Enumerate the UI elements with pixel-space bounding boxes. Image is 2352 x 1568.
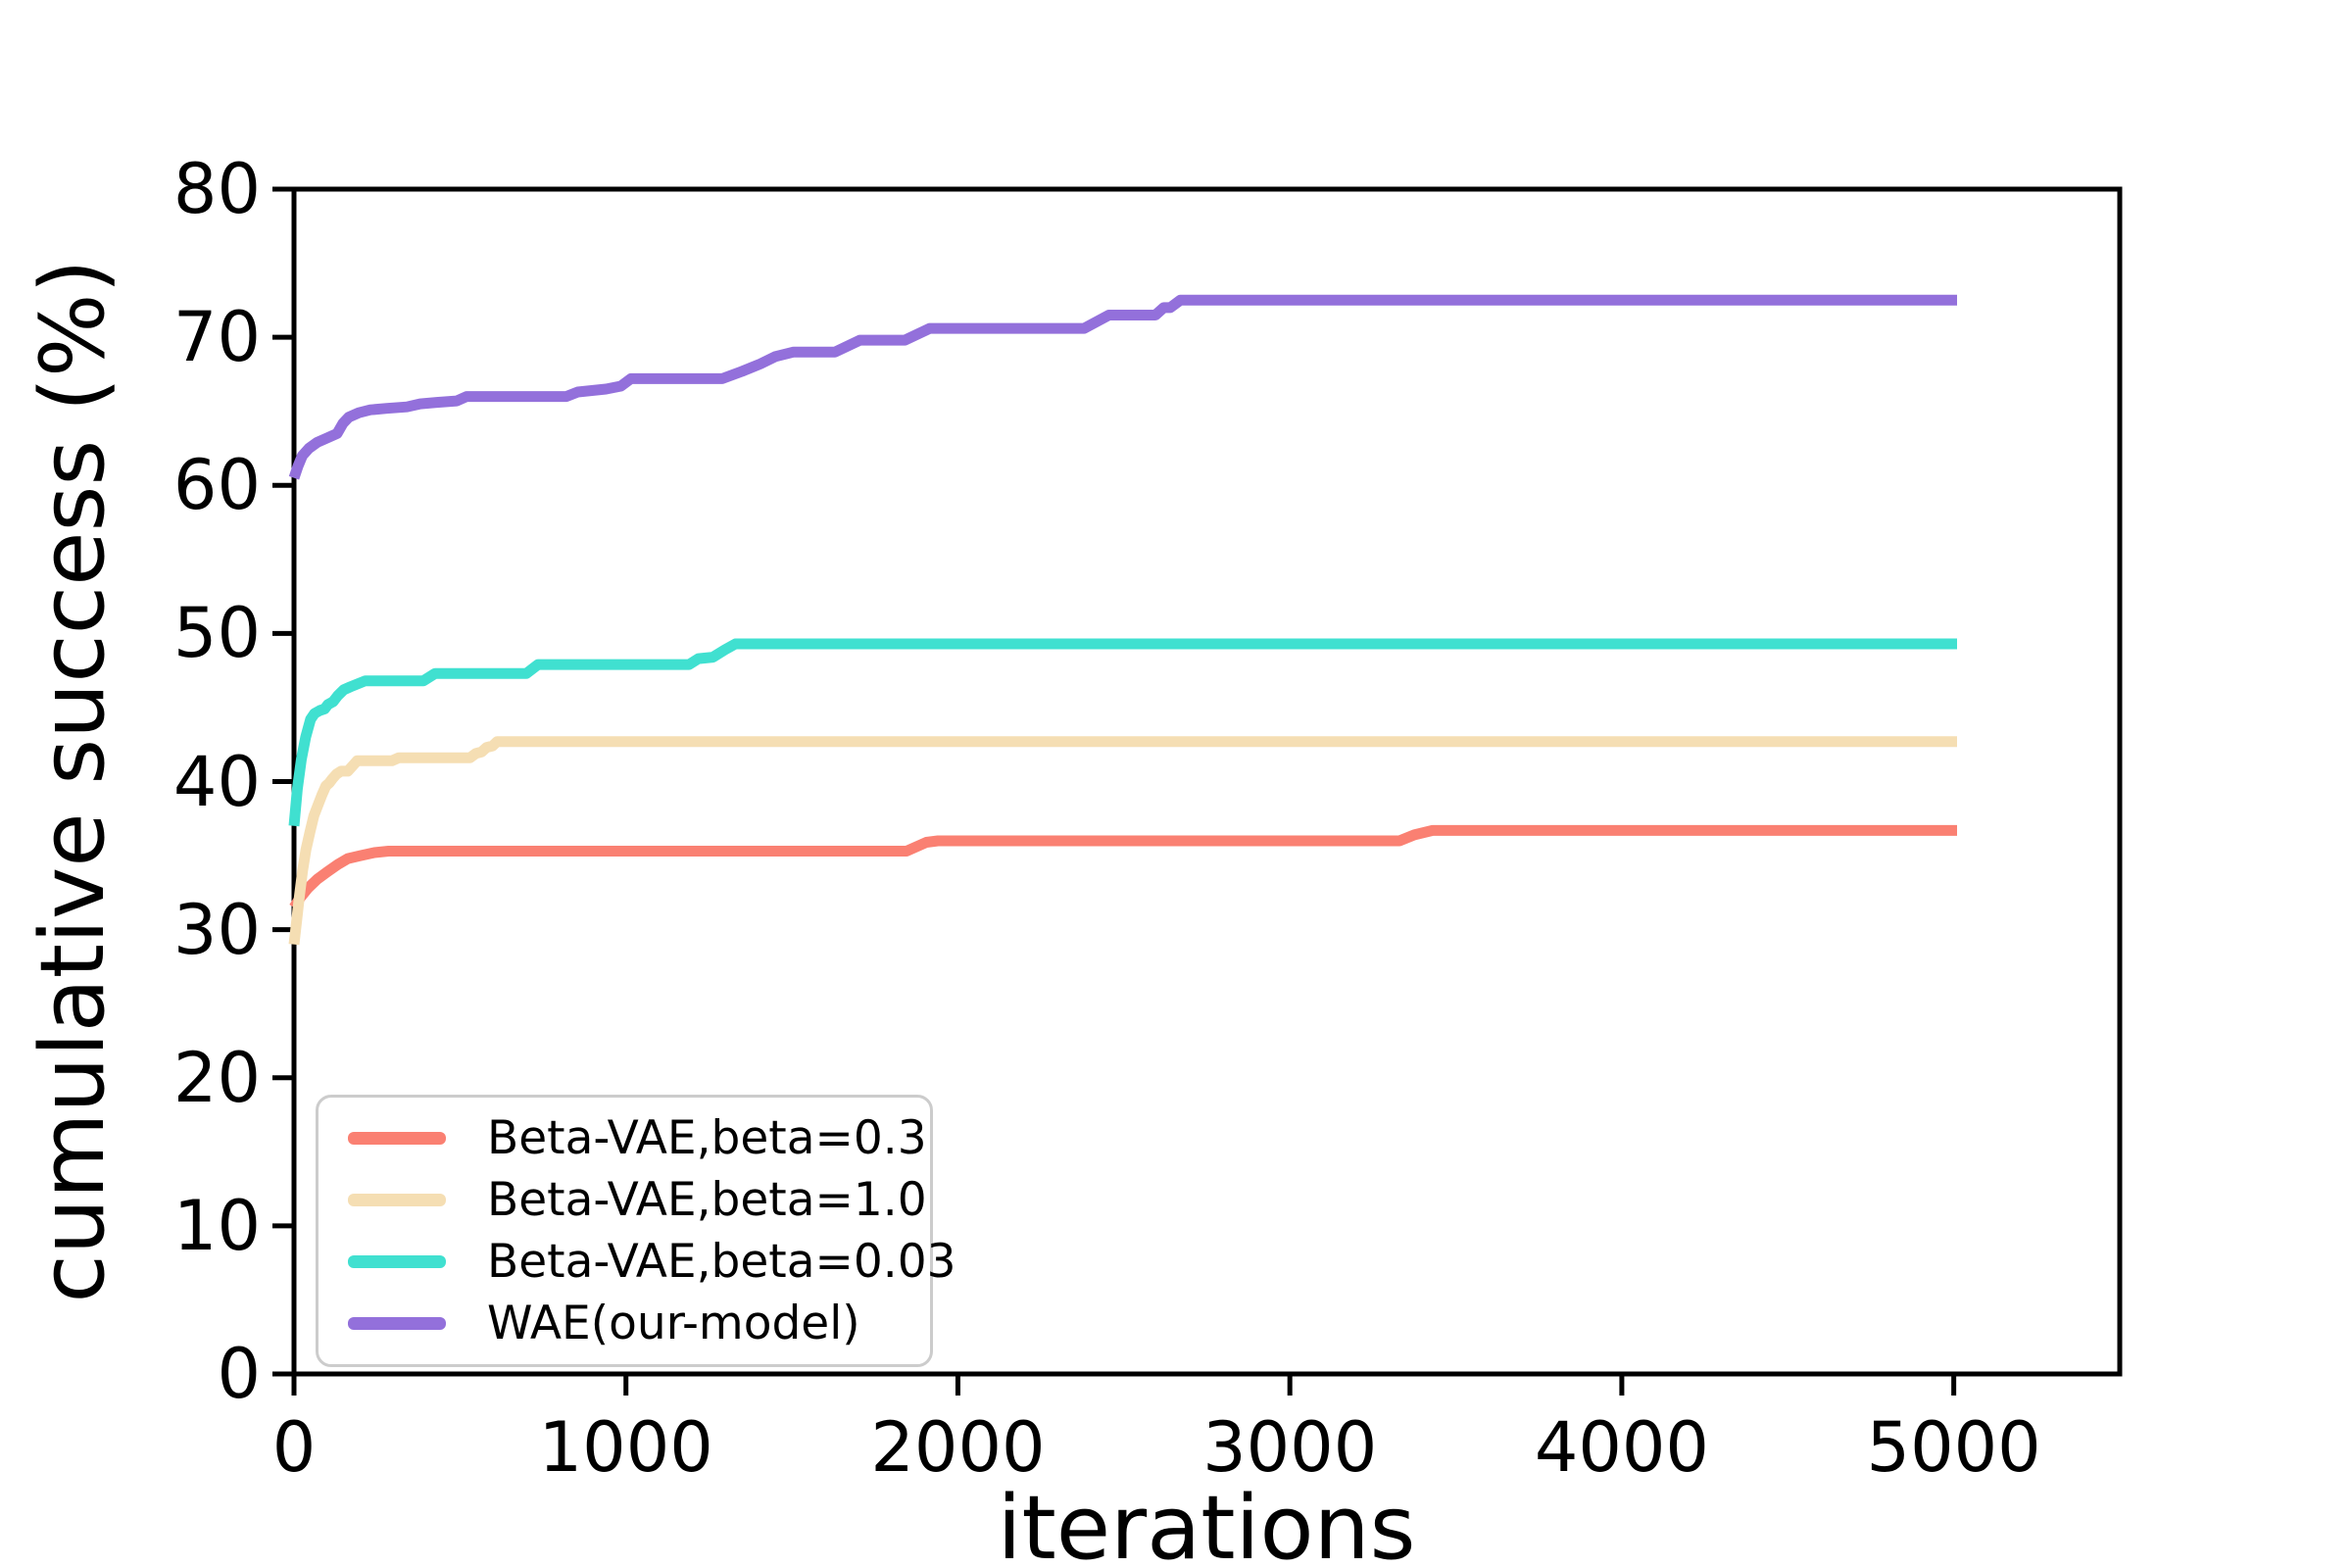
legend-line-swatch: [348, 1194, 446, 1206]
y-tick-label: 20: [172, 1037, 261, 1118]
legend-item: Beta-VAE,beta=0.3: [348, 1111, 927, 1165]
y-tick-label: 60: [172, 445, 261, 526]
series-line-0: [289, 824, 1957, 910]
x-axis-title: iterations: [997, 1477, 1416, 1568]
series-line-1: [288, 736, 1957, 946]
legend-item: WAE(our-model): [348, 1297, 910, 1350]
legend-item-label: Beta-VAE,beta=0.03: [487, 1235, 956, 1289]
series-line-3: [288, 294, 1957, 480]
legend: Beta-VAE,beta=0.3 Beta-VAE,beta=1.0 Beta…: [316, 1095, 956, 1367]
legend-item-label: WAE(our-model): [487, 1297, 860, 1350]
legend-line-swatch: [348, 1132, 446, 1145]
y-tick-label: 0: [217, 1334, 261, 1414]
x-tick-label: 3000: [1202, 1407, 1378, 1488]
x-tick-label: 2000: [870, 1407, 1046, 1488]
x-tick-label: 1000: [538, 1407, 713, 1488]
y-tick-label: 30: [172, 889, 261, 970]
x-tick-label: 4000: [1534, 1407, 1709, 1488]
legend-line-swatch: [348, 1255, 446, 1268]
legend-item: Beta-VAE,beta=1.0: [348, 1173, 927, 1227]
y-tick-label: 50: [172, 593, 261, 674]
legend-item-label: Beta-VAE,beta=1.0: [487, 1173, 927, 1227]
legend-item-label: Beta-VAE,beta=0.3: [487, 1111, 927, 1165]
y-tick-label: 40: [172, 741, 261, 822]
legend-item: Beta-VAE,beta=0.03: [348, 1235, 956, 1289]
x-tick-label: 0: [271, 1407, 317, 1488]
y-axis-title: cumulative success (%): [22, 259, 124, 1303]
series-line-2: [288, 638, 1957, 827]
legend-line-swatch: [348, 1317, 446, 1330]
x-tick-label: 5000: [1866, 1407, 2041, 1488]
y-tick-label: 10: [172, 1185, 261, 1266]
y-tick-label: 80: [172, 149, 261, 229]
y-tick-label: 70: [172, 297, 261, 378]
